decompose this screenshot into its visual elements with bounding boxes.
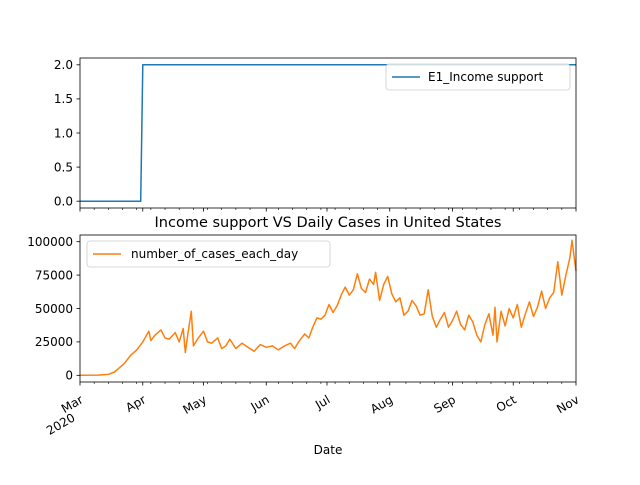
bottom-legend-label: number_of_cases_each_day [131, 247, 298, 261]
bottom-ytick-label: 25000 [35, 335, 73, 349]
bottom-y-ticks: 0 25000 50000 75000 100000 [27, 235, 80, 383]
top-legend-label: E1_Income support [428, 70, 544, 84]
bottom-ytick-label: 50000 [35, 302, 73, 316]
top-ytick-label: 1.5 [54, 92, 73, 106]
bottom-legend: number_of_cases_each_day [86, 240, 331, 268]
top-legend-box [385, 63, 571, 91]
bottom-ytick-label: 0 [65, 369, 73, 383]
bottom-ytick-label: 100000 [27, 235, 73, 249]
bottom-series-lines [79, 239, 577, 377]
bottom-ytick-label: 75000 [35, 268, 73, 282]
top-ytick-label: 2.0 [54, 58, 73, 72]
bottom-legend-box [86, 240, 331, 268]
top-x-ticks [79, 208, 577, 212]
xtick-label: Jul [312, 392, 332, 412]
bottom-series-line-0 [79, 239, 577, 377]
top-ytick-label: 1.0 [54, 126, 73, 140]
top-ytick-label: 0.5 [54, 160, 73, 174]
top-ytick-label: 0.0 [54, 194, 73, 208]
top-subplot: 0.0 0.5 1.0 1.5 2.0 E1_Income support [54, 57, 577, 212]
top-series-lines [80, 64, 576, 202]
x-axis-label: Date [314, 443, 343, 457]
top-series-line-0 [80, 64, 576, 202]
top-legend: E1_Income support [385, 63, 571, 91]
top-y-ticks: 0.0 0.5 1.0 1.5 2.0 [54, 58, 80, 208]
chart-title: Income support VS Daily Cases in United … [155, 215, 502, 231]
